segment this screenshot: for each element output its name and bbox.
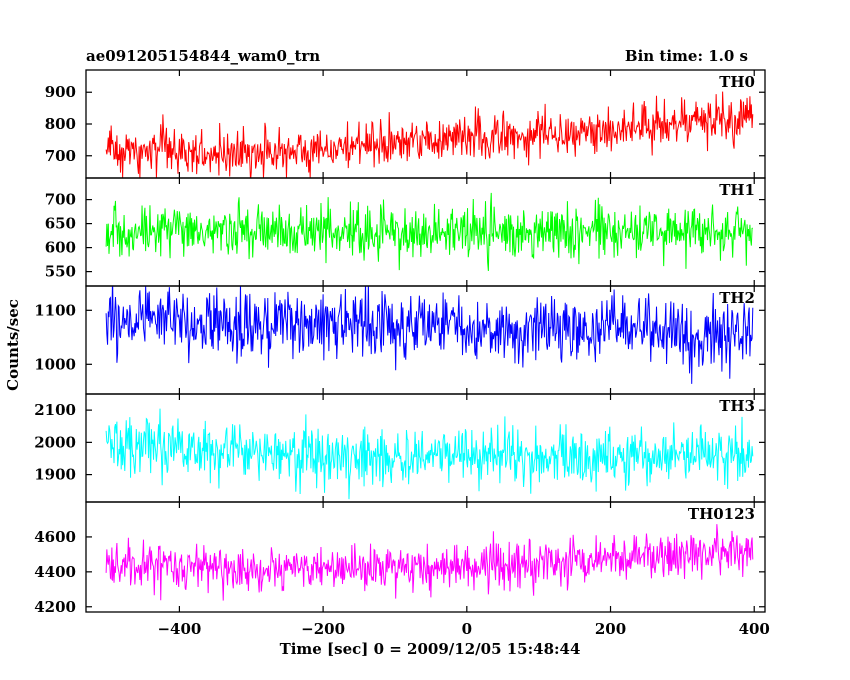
y-tick-label: 2100 (34, 401, 76, 419)
y-tick-label: 4400 (34, 563, 76, 581)
x-tick-label: −400 (157, 620, 201, 638)
y-tick-label: 1100 (34, 301, 76, 319)
x-tick-label: 400 (739, 620, 770, 638)
y-tick-label: 650 (45, 215, 76, 233)
panels-group: 700 800 900 TH0 550 600 650 700 TH1 1000 1100 TH2 19… (34, 69, 766, 616)
series-line-th1 (105, 192, 753, 272)
y-tick-label: 900 (45, 83, 76, 101)
series-line-th3 (105, 408, 754, 500)
x-tick-label: 0 (462, 620, 472, 638)
y-tick-label: 700 (45, 191, 76, 209)
chart-title: ae091205154844_wam0_trn (86, 47, 320, 65)
panel-th0123: 4200 4400 4600 TH0123 (34, 501, 766, 616)
y-tick-label: 2000 (34, 433, 76, 451)
y-tick-label: 800 (45, 115, 76, 133)
y-axis-label: Counts/sec (4, 299, 22, 391)
panel-th2: 1000 1100 TH2 (34, 285, 766, 395)
series-line-th0 (105, 91, 754, 178)
y-tick-label: 4200 (34, 598, 76, 616)
panel-label-th2: TH2 (719, 289, 755, 307)
panel-label-th3: TH3 (719, 397, 755, 415)
panel-th3: 1900 2000 2100 TH3 (34, 393, 766, 503)
x-axis-label: Time [sec] 0 = 2009/12/05 15:48:44 (280, 640, 581, 658)
panel-label-th0: TH0 (719, 73, 755, 91)
series-line-th0123 (105, 524, 754, 601)
series-line-th2 (105, 286, 754, 384)
y-tick-label: 4600 (34, 528, 76, 546)
x-tick-label: 200 (595, 620, 626, 638)
panel-label-th1: TH1 (719, 181, 755, 199)
y-tick-label: 1000 (34, 355, 76, 373)
panel-th1: 550 600 650 700 TH1 (45, 177, 766, 287)
y-tick-label: 600 (45, 239, 76, 257)
y-tick-label: 550 (45, 263, 76, 281)
panel-label-th0123: TH0123 (688, 505, 755, 523)
y-tick-label: 1900 (34, 466, 76, 484)
bin-time-label: Bin time: 1.0 s (625, 47, 748, 65)
y-tick-label: 700 (45, 147, 76, 165)
x-tick-label: −200 (301, 620, 345, 638)
x-axis: −400 −200 0 200 400 (157, 620, 769, 638)
panel-th0: 700 800 900 TH0 (45, 69, 766, 179)
panel-frame (85, 501, 766, 613)
